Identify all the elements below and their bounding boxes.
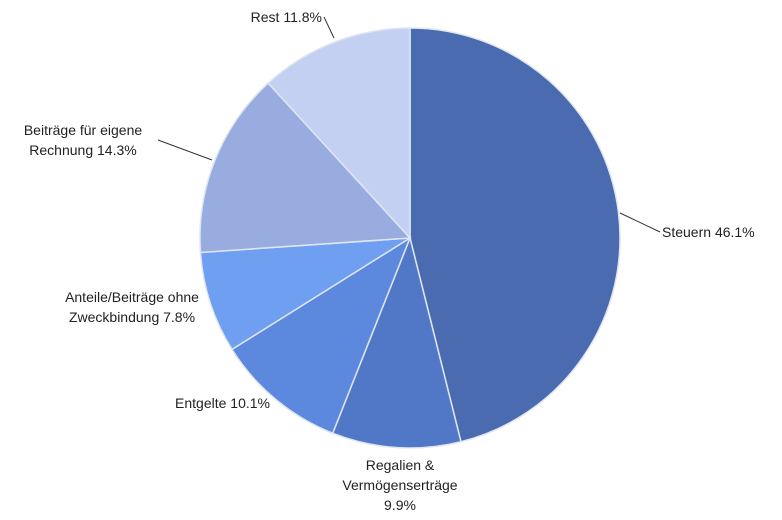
category-label: Rest — [250, 9, 280, 25]
pie-slice — [230, 236, 412, 435]
data-label: Entgelte 10.1% — [140, 393, 270, 413]
value-label: 11.8% — [283, 9, 322, 25]
data-label: Anteile/Beiträge ohne Zweckbindung 7.8% — [63, 287, 201, 327]
data-label: Regalien & Vermögenserträge 9.9% — [335, 455, 465, 515]
pie-slice — [409, 27, 621, 443]
value-label: 14.3% — [97, 142, 137, 158]
pie-slice — [331, 235, 462, 449]
data-label: Beiträge für eigene Rechnung 14.3% — [8, 120, 158, 160]
category-label: Entgelte — [175, 395, 227, 411]
pie-slice — [267, 27, 411, 240]
leader-line — [619, 212, 661, 233]
leader-line — [157, 139, 213, 161]
value-label: 9.9% — [384, 497, 416, 513]
data-label: Steuern 46.1% — [662, 222, 782, 242]
category-label: Regalien & Vermögenserträge — [342, 457, 458, 493]
pie-slice — [199, 82, 412, 254]
value-label: 10.1% — [230, 395, 270, 411]
value-label: 7.8% — [163, 309, 196, 325]
pie-slice — [199, 237, 411, 351]
leader-line — [323, 16, 335, 39]
category-label: Beiträge für eigene Rechnung — [23, 122, 143, 158]
category-label: Steuern — [662, 224, 712, 240]
category-label: Anteile/Beiträge ohne Zweckbindung — [65, 289, 199, 325]
value-label: 46.1% — [714, 224, 755, 240]
data-label: Rest 11.8% — [200, 7, 322, 27]
